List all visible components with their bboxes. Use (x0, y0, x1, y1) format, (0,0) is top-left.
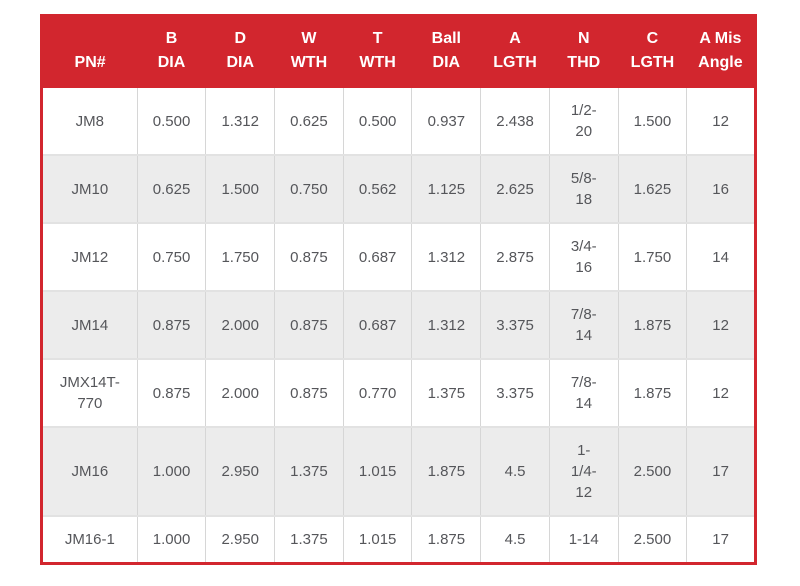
table-cell: 1.312 (411, 290, 482, 360)
table-cell: 3.375 (480, 358, 550, 428)
column-header: A Mis Angle (686, 15, 756, 88)
table-row: JM14 0.875 2.000 0.875 0.687 1.312 3.375 7/8- 1… (41, 290, 756, 360)
table-cell: 1/2- 20 (548, 88, 619, 156)
table-cell: 16 (686, 154, 756, 224)
table-header-row: PN# B DIA D DIA W WTH T WTH Ball DIA A LGTH N T… (41, 15, 756, 88)
spec-table-container: PN# B DIA D DIA W WTH T WTH Ball DIA A LGTH N T… (40, 14, 757, 565)
column-header: W WTH (274, 15, 344, 88)
table-row: JM16 1.000 2.950 1.375 1.015 1.875 4.5 1- 1/4- … (41, 426, 756, 517)
table-cell: 3/4- 16 (548, 222, 619, 292)
table-cell: 4.5 (480, 426, 550, 517)
table-cell: 12 (686, 290, 756, 360)
table-cell: 1.375 (274, 515, 344, 564)
column-header: A LGTH (480, 15, 550, 88)
table-cell: 0.625 (274, 88, 344, 156)
table-cell: 0.500 (136, 88, 207, 156)
part-number-cell: JMX14T- 770 (41, 358, 138, 428)
table-cell: 2.950 (205, 426, 276, 517)
table-cell: 1.875 (411, 426, 482, 517)
spec-table: PN# B DIA D DIA W WTH T WTH Ball DIA A LGTH N T… (40, 14, 757, 565)
table-cell: 1.875 (617, 358, 688, 428)
table-row: JM10 0.625 1.500 0.750 0.562 1.125 2.625 5/8- 1… (41, 154, 756, 224)
part-number-cell: JM16-1 (41, 515, 138, 564)
table-cell: 0.875 (274, 290, 344, 360)
table-row: JMX14T- 770 0.875 2.000 0.875 0.770 1.375 3.37… (41, 358, 756, 428)
table-cell: 1.875 (617, 290, 688, 360)
table-row: JM12 0.750 1.750 0.875 0.687 1.312 2.875 3/4- 1… (41, 222, 756, 292)
part-number-cell: JM8 (41, 88, 138, 156)
table-cell: 0.770 (342, 358, 413, 428)
table-cell: 0.562 (342, 154, 413, 224)
table-cell: 0.687 (342, 222, 413, 292)
table-cell: 1.015 (342, 515, 413, 564)
table-cell: 5/8- 18 (548, 154, 619, 224)
table-cell: 1.375 (411, 358, 482, 428)
part-number-cell: JM14 (41, 290, 138, 360)
table-cell: 1.750 (205, 222, 276, 292)
table-cell: 12 (686, 88, 756, 156)
table-cell: 17 (686, 515, 756, 564)
table-cell: 2.000 (205, 358, 276, 428)
table-cell: 1.000 (136, 426, 207, 517)
table-body: JM8 0.500 1.312 0.625 0.500 0.937 2.438 1/2- 20… (41, 88, 756, 564)
table-cell: 0.875 (274, 358, 344, 428)
table-cell: 0.687 (342, 290, 413, 360)
table-cell: 0.875 (136, 290, 207, 360)
table-cell: 17 (686, 426, 756, 517)
table-cell: 12 (686, 358, 756, 428)
table-cell: 2.438 (480, 88, 550, 156)
table-cell: 1.500 (617, 88, 688, 156)
column-header: C LGTH (618, 15, 687, 88)
table-cell: 1.875 (411, 515, 482, 564)
table-cell: 1.312 (205, 88, 276, 156)
table-row: JM8 0.500 1.312 0.625 0.500 0.937 2.438 1/2- 20… (41, 88, 756, 156)
table-cell: 2.950 (205, 515, 276, 564)
part-number-cell: JM16 (41, 426, 138, 517)
table-cell: 3.375 (480, 290, 550, 360)
table-cell: 1.750 (617, 222, 688, 292)
table-cell: 0.875 (274, 222, 344, 292)
table-cell: 1-14 (548, 515, 619, 564)
table-cell: 1.500 (205, 154, 276, 224)
column-header: D DIA (205, 15, 275, 88)
table-cell: 2.500 (617, 515, 688, 564)
table-cell: 2.875 (480, 222, 550, 292)
table-cell: 1.000 (136, 515, 207, 564)
table-cell: 2.000 (205, 290, 276, 360)
table-cell: 1- 1/4- 12 (548, 426, 619, 517)
part-number-cell: JM12 (41, 222, 138, 292)
table-cell: 7/8- 14 (548, 290, 619, 360)
table-cell: 0.937 (411, 88, 482, 156)
table-row: JM16-1 1.000 2.950 1.375 1.015 1.875 4.5 1-14 2.… (41, 515, 756, 564)
table-cell: 1.015 (342, 426, 413, 517)
column-header: T WTH (343, 15, 412, 88)
column-header: Ball DIA (411, 15, 481, 88)
table-cell: 2.500 (617, 426, 688, 517)
table-cell: 4.5 (480, 515, 550, 564)
table-cell: 0.625 (136, 154, 207, 224)
table-cell: 0.750 (274, 154, 344, 224)
part-number-cell: JM10 (41, 154, 138, 224)
table-cell: 2.625 (480, 154, 550, 224)
table-header: PN# B DIA D DIA W WTH T WTH Ball DIA A LGTH N T… (41, 15, 756, 88)
table-cell: 0.875 (136, 358, 207, 428)
table-cell: 1.125 (411, 154, 482, 224)
table-cell: 1.625 (617, 154, 688, 224)
table-cell: 0.750 (136, 222, 207, 292)
column-header: PN# (41, 15, 138, 88)
column-header: B DIA (137, 15, 206, 88)
table-cell: 1.375 (274, 426, 344, 517)
table-cell: 1.312 (411, 222, 482, 292)
column-header: N THD (549, 15, 619, 88)
table-cell: 0.500 (342, 88, 413, 156)
table-cell: 14 (686, 222, 756, 292)
table-cell: 7/8- 14 (548, 358, 619, 428)
